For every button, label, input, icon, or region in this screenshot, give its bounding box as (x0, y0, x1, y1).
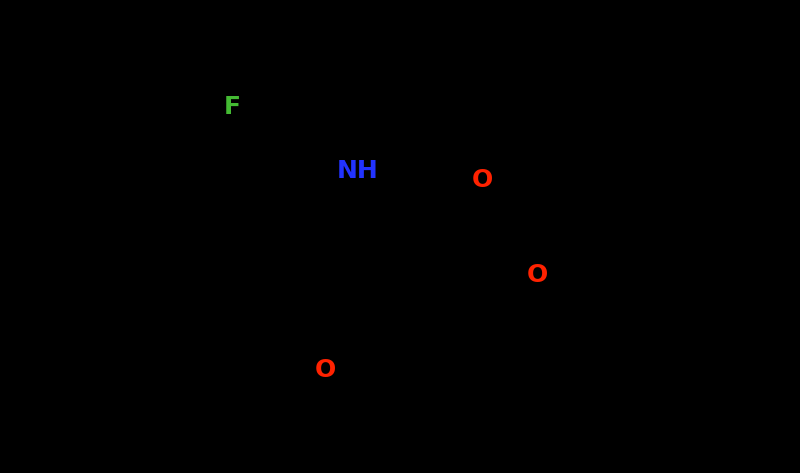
Text: O: O (527, 263, 548, 287)
Text: O: O (472, 167, 493, 192)
Text: NH: NH (337, 159, 378, 183)
Text: F: F (224, 96, 241, 119)
Text: O: O (315, 359, 336, 382)
